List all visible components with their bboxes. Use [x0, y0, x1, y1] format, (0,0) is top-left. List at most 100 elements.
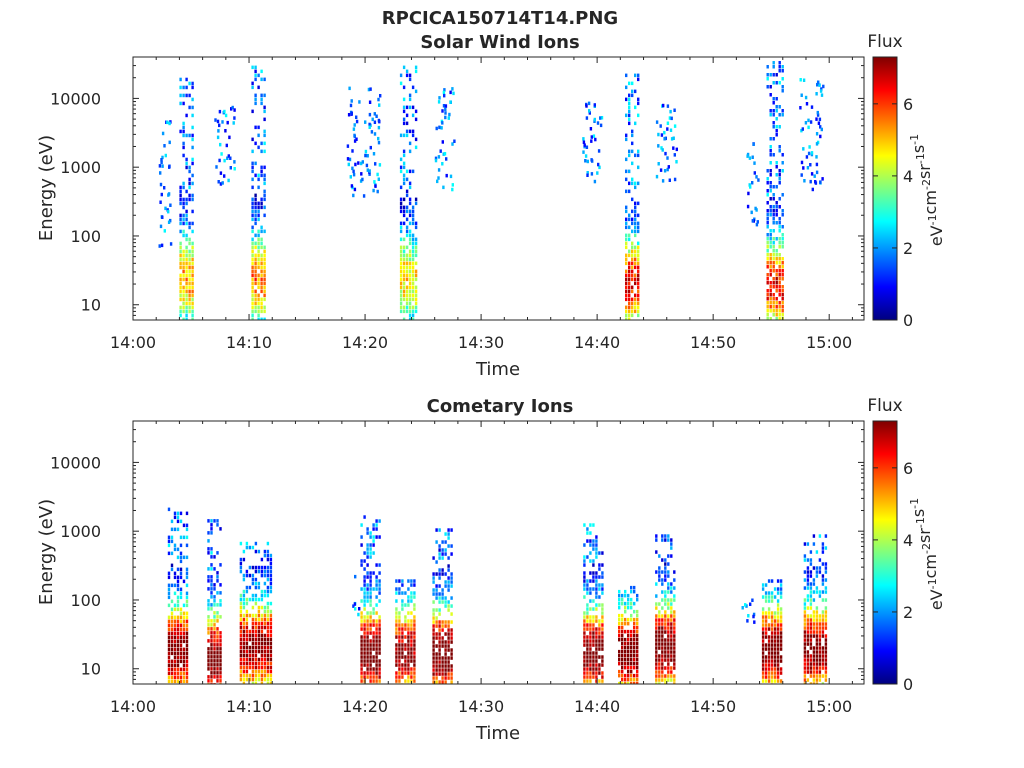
flux-cell	[755, 222, 759, 227]
flux-cell	[413, 659, 416, 663]
flux-cell	[395, 599, 398, 603]
flux-cell	[375, 527, 378, 531]
flux-cell	[167, 635, 171, 640]
flux-cell	[402, 85, 406, 90]
flux-cell	[257, 145, 260, 150]
flux-cell	[254, 277, 257, 282]
flux-cell	[601, 575, 604, 579]
flux-cell	[239, 565, 243, 570]
flux-cell	[770, 611, 774, 615]
flux-cell	[263, 641, 267, 646]
flux-cell	[257, 673, 261, 678]
flux-cell	[583, 543, 586, 547]
flux-cell	[360, 161, 363, 166]
flux-cell	[447, 624, 450, 628]
flux-cell	[179, 101, 182, 106]
flux-cell	[266, 605, 270, 610]
flux-cell	[260, 637, 264, 642]
flux-cell	[770, 639, 774, 643]
flux-cell	[179, 623, 183, 628]
flux-cell	[624, 617, 627, 622]
flux-cell	[219, 583, 222, 587]
flux-cell	[239, 605, 243, 610]
flux-cell	[372, 607, 375, 611]
flux-cell	[248, 637, 252, 642]
flux-cell	[411, 169, 415, 174]
flux-cell	[402, 277, 406, 282]
flux-cell	[348, 157, 352, 162]
flux-cell	[254, 641, 258, 646]
flux-cell	[775, 117, 778, 121]
flux-cell	[355, 137, 358, 141]
flux-cell	[775, 125, 778, 129]
flux-cell	[414, 241, 418, 246]
flux-cell	[402, 249, 406, 254]
flux-cell	[672, 136, 675, 140]
flux-cell	[821, 578, 825, 582]
flux-cell	[627, 677, 630, 682]
flux-cell	[366, 635, 369, 639]
flux-cell	[405, 129, 409, 134]
flux-cell	[257, 665, 261, 670]
flux-cell	[637, 281, 640, 286]
flux-cell	[586, 173, 589, 177]
flux-cell	[245, 645, 249, 650]
flux-cell	[447, 556, 450, 560]
flux-cell	[239, 613, 243, 618]
flux-cell	[595, 667, 598, 671]
flux-cell	[398, 651, 401, 655]
flux-cell	[173, 543, 177, 548]
flux-cell	[447, 584, 450, 588]
flux-cell	[269, 565, 273, 570]
flux-cell	[441, 548, 444, 552]
flux-cell	[408, 237, 412, 242]
flux-cell	[191, 281, 194, 286]
flux-cell	[207, 547, 210, 551]
flux-cell	[207, 667, 210, 671]
flux-cell	[441, 568, 444, 572]
flux-cell	[266, 601, 270, 606]
colorbar-tick-label: 6	[903, 459, 913, 478]
flux-cell	[670, 654, 673, 658]
flux-cell	[351, 166, 354, 171]
flux-cell	[161, 215, 164, 219]
x-tick-label: 14:30	[458, 333, 504, 352]
flux-cell	[661, 622, 664, 626]
flux-cell	[379, 94, 382, 98]
flux-cell	[673, 634, 676, 638]
flux-cell	[173, 623, 177, 628]
flux-cell	[664, 642, 667, 646]
flux-cell	[772, 277, 775, 281]
flux-cell	[408, 285, 412, 290]
flux-cell	[779, 639, 783, 643]
flux-cell	[438, 668, 441, 672]
flux-cell	[185, 93, 188, 98]
flux-cell	[766, 281, 769, 285]
flux-cell	[254, 585, 258, 590]
flux-cell	[435, 584, 438, 588]
flux-cell	[159, 182, 163, 187]
flux-cell	[589, 631, 592, 635]
flux-cell	[185, 289, 188, 294]
flux-cell	[213, 671, 216, 675]
flux-cell	[806, 558, 810, 562]
flux-cell	[179, 639, 183, 644]
flux-cell	[257, 265, 260, 270]
flux-cell	[251, 645, 255, 650]
flux-cell	[769, 297, 772, 301]
flux-cell	[631, 309, 634, 314]
flux-cell	[655, 534, 658, 538]
flux-cell	[585, 104, 588, 108]
flux-cell	[182, 153, 185, 158]
flux-cell	[210, 643, 213, 647]
flux-cell	[630, 677, 633, 682]
flux-cell	[634, 89, 637, 94]
flux-cell	[432, 608, 435, 612]
flux-cell	[179, 129, 182, 134]
flux-cell	[775, 261, 778, 265]
flux-cell	[598, 635, 601, 639]
flux-cell	[364, 153, 367, 158]
flux-cell	[621, 613, 624, 618]
flux-cell	[806, 630, 810, 634]
flux-cell	[636, 673, 639, 678]
